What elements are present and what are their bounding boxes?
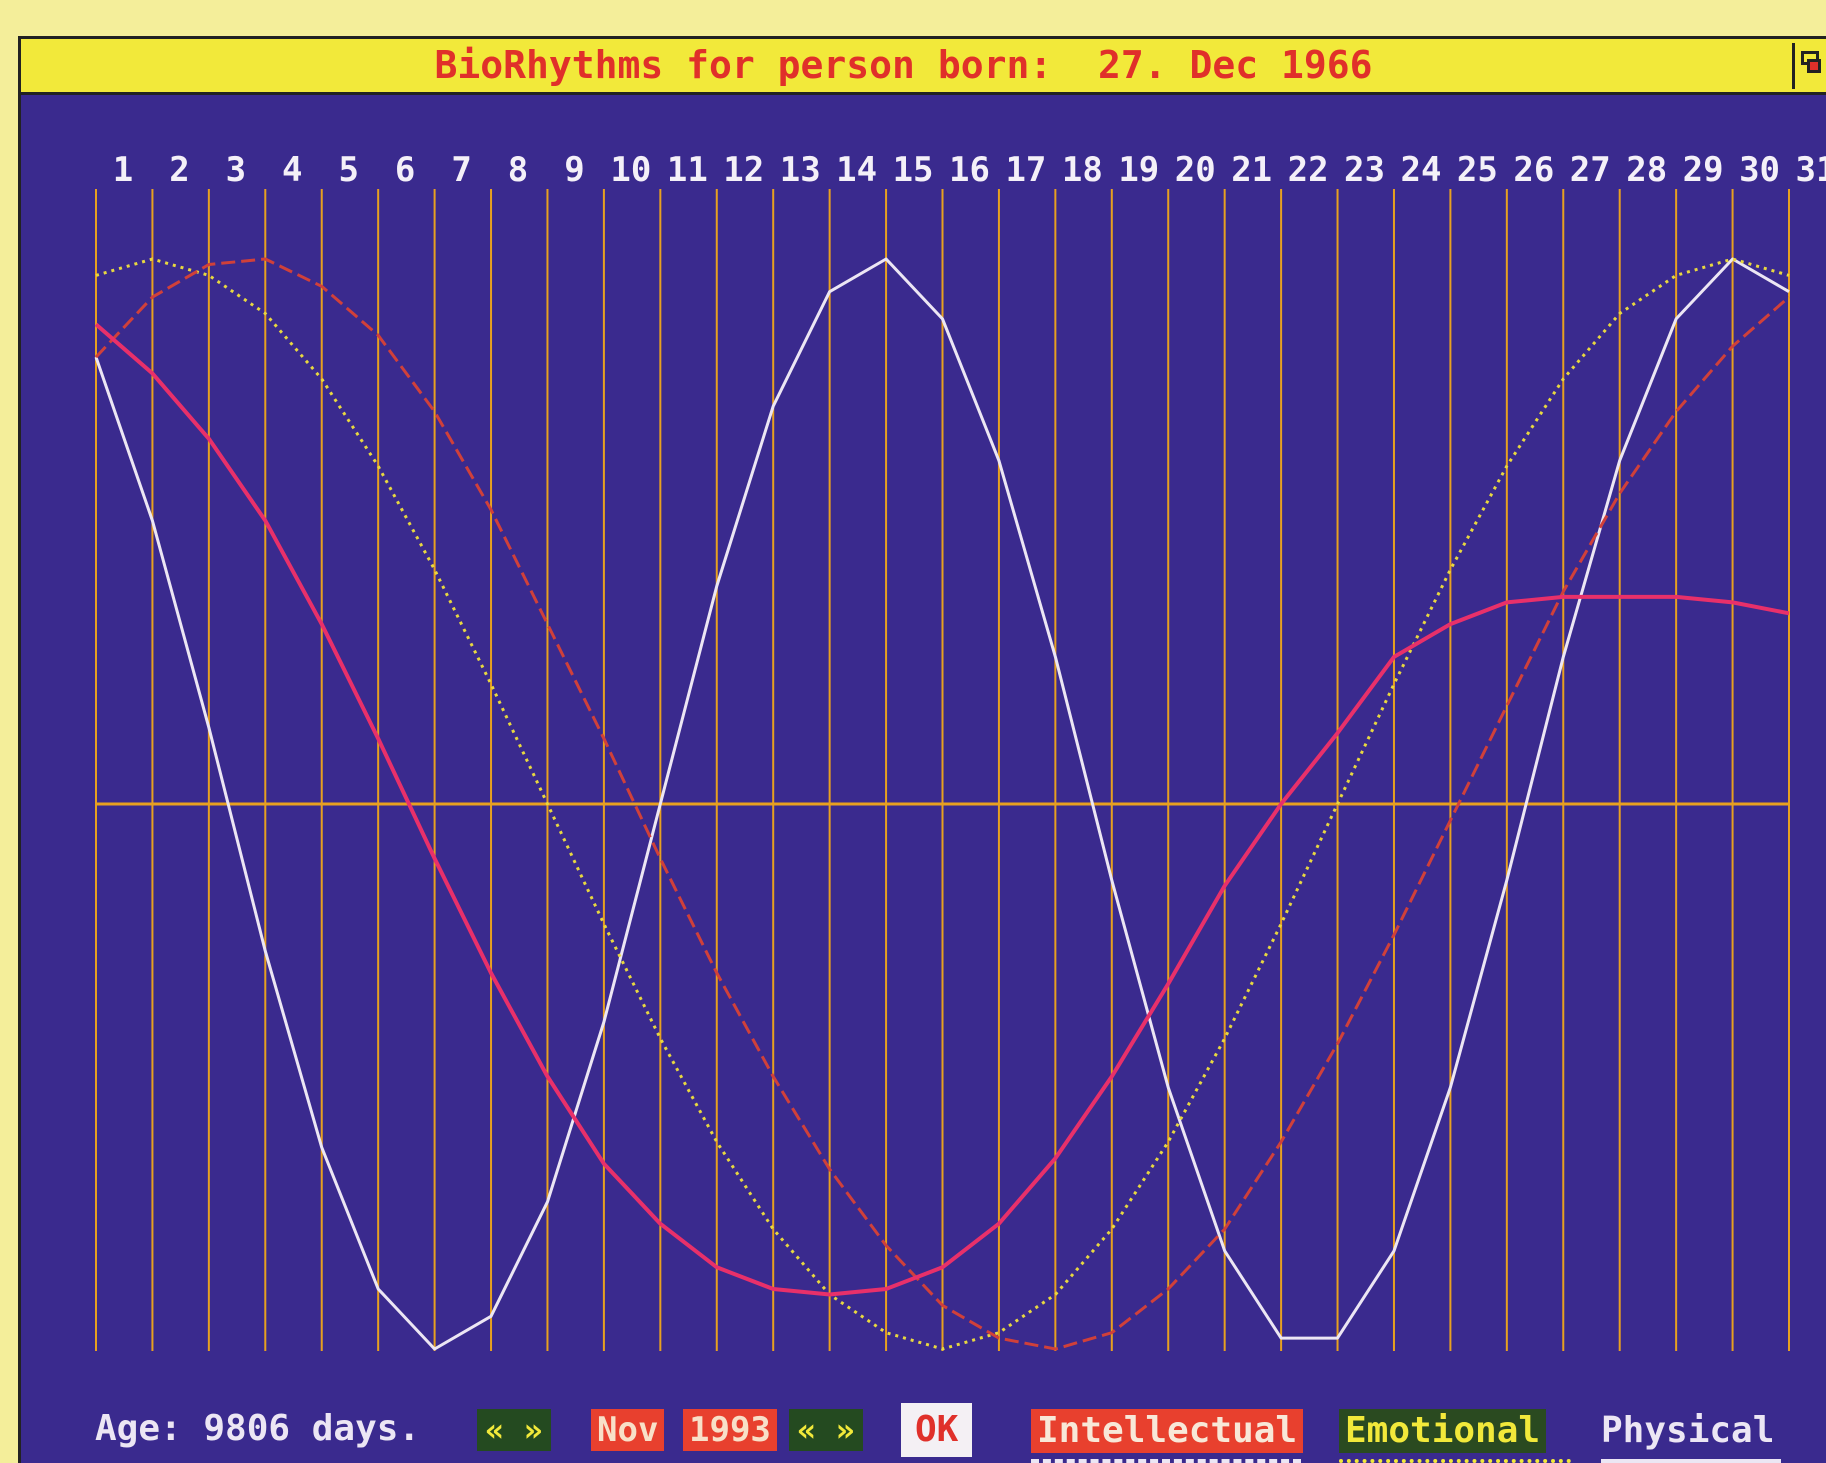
legend-emotional: Emotional — [1339, 1409, 1547, 1453]
day-tick-label: 22 — [1288, 150, 1329, 190]
day-tick-label: 4 — [282, 150, 302, 190]
intellectual-curve — [94, 257, 1790, 1351]
title-bar[interactable]: BioRhythms for person born: 27. Dec 1966 — [21, 39, 1826, 95]
physical-curve — [94, 257, 1790, 1351]
day-tick-label: 12 — [723, 150, 764, 190]
biorhythm-window: BioRhythms for person born: 27. Dec 1966… — [18, 36, 1826, 1463]
emotional-curve — [95, 257, 1790, 1351]
grid-lines — [95, 189, 1790, 1351]
day-tick-label: 6 — [395, 150, 415, 190]
year-prev-next-button[interactable]: « » — [789, 1409, 863, 1451]
day-tick-label: 31 — [1796, 150, 1826, 190]
day-tick-label: 7 — [451, 150, 471, 190]
month-field[interactable]: Nov — [591, 1409, 665, 1451]
window-title: BioRhythms for person born: 27. Dec 1966 — [434, 43, 1373, 87]
day-tick-label: 9 — [564, 150, 584, 190]
day-tick-label: 21 — [1231, 150, 1272, 190]
resize-box-icon[interactable] — [1792, 43, 1826, 89]
ok-button[interactable]: OK — [901, 1403, 973, 1457]
day-tick-label: 30 — [1739, 150, 1780, 190]
day-tick-label: 23 — [1344, 150, 1385, 190]
day-tick-label: 8 — [508, 150, 528, 190]
day-tick-label: 16 — [949, 150, 990, 190]
day-tick-label: 3 — [226, 150, 246, 190]
fourth-curve — [94, 322, 1790, 1297]
legend-physical: Physical — [1601, 1410, 1775, 1451]
day-tick-label: 27 — [1570, 150, 1611, 190]
biorhythm-chart: 1 2 3 4 5 6 7 8 9 10 11 12 13 14 15 16 17 18 19 20 21 22 23 24 2… — [94, 150, 1826, 1351]
legend-intellectual-line — [1031, 1459, 1301, 1463]
day-tick-label: 13 — [780, 150, 821, 190]
day-tick-label: 5 — [338, 150, 358, 190]
day-tick-label: 29 — [1683, 150, 1724, 190]
month-prev-next-button[interactable]: « » — [477, 1409, 551, 1451]
day-tick-label: 11 — [667, 150, 708, 190]
day-labels: 1 2 3 4 5 6 7 8 9 10 11 12 13 14 15 16 17 18 19 20 21 22 23 24 2… — [113, 150, 1826, 190]
day-tick-label: 18 — [1062, 150, 1103, 190]
legend-physical-line — [1601, 1459, 1781, 1463]
day-tick-label: 15 — [893, 150, 934, 190]
day-tick-label: 19 — [1118, 150, 1159, 190]
day-tick-label: 24 — [1400, 150, 1441, 190]
curves — [94, 257, 1790, 1351]
day-tick-label: 26 — [1513, 150, 1554, 190]
control-bar: Age: 9806 days. « » Nov 1993 « » OK Inte… — [21, 1379, 1826, 1463]
day-tick-label: 2 — [169, 150, 189, 190]
legend-emotional-line — [1339, 1459, 1571, 1463]
day-tick-label: 14 — [836, 150, 877, 190]
day-tick-label: 17 — [1005, 150, 1046, 190]
year-field[interactable]: 1993 — [683, 1409, 777, 1451]
day-tick-label: 20 — [1175, 150, 1216, 190]
day-tick-label: 28 — [1626, 150, 1667, 190]
legend-intellectual: Intellectual — [1031, 1409, 1304, 1453]
age-label: Age: 9806 days. — [95, 1408, 421, 1449]
day-tick-label: 1 — [113, 150, 133, 190]
day-tick-label: 10 — [610, 150, 651, 190]
day-tick-label: 25 — [1457, 150, 1498, 190]
